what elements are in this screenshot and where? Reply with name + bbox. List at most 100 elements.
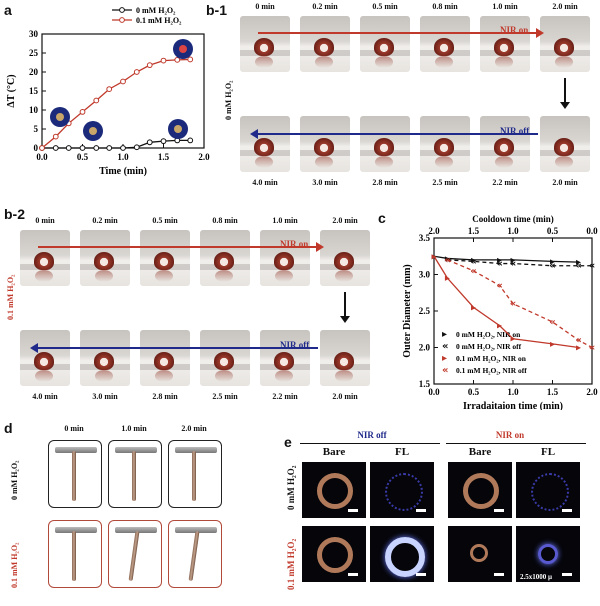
data-point: ▸ — [576, 343, 581, 354]
reflection-image — [255, 56, 273, 68]
down-arrow — [564, 78, 566, 104]
legend-marker — [119, 17, 125, 23]
column-header: FL — [394, 446, 410, 458]
down-arrow — [344, 292, 346, 318]
reflection-image — [555, 56, 573, 68]
time-label: 0 min — [35, 216, 55, 225]
hydrogel-rod-image — [188, 530, 200, 582]
arrow-head — [250, 129, 258, 139]
b2-side-label: 0.1 mM H₂O₂ — [6, 274, 15, 320]
reflection-image — [335, 270, 353, 282]
nir-off-label: NIR off — [500, 126, 530, 136]
time-label: 1.0 min — [121, 424, 147, 433]
x-tick-label: 2.0 — [198, 152, 210, 162]
data-point — [52, 133, 59, 140]
bare-ring — [317, 537, 353, 573]
fluorescence-image — [370, 462, 434, 518]
data-point — [146, 139, 153, 146]
tweezer-image — [55, 447, 97, 453]
time-label: 3.0 min — [312, 178, 338, 187]
tweezer-image — [55, 527, 97, 533]
time-label: 0.8 min — [432, 2, 458, 11]
time-label: 3.0 min — [92, 392, 118, 401]
x-tick-label: 0.0 — [428, 387, 440, 397]
data-point — [79, 145, 86, 151]
data-point — [52, 145, 59, 151]
reflection-image — [95, 370, 113, 382]
nir-on-label: NIR on — [280, 239, 309, 249]
droplet-photo — [240, 116, 290, 172]
data-point: ▸ — [497, 255, 502, 266]
data-point: ▸ — [510, 334, 515, 345]
thermal-inset-spot — [56, 113, 64, 121]
chart-c: 0.02.00.51.51.01.01.50.52.00.01.52.02.53… — [402, 214, 598, 410]
x-tick-label: 1.0 — [117, 152, 129, 162]
droplet-photo — [80, 230, 130, 286]
legend-label: 0 mM H₂O₂, NIR off — [456, 342, 522, 351]
x2-tick-label: 0.5 — [547, 226, 559, 236]
tweezer-image — [175, 527, 217, 533]
reflection-image — [435, 56, 453, 68]
time-label: 2.0 min — [332, 392, 358, 401]
time-label: 4.0 min — [32, 392, 58, 401]
y-tick-label: 3.0 — [419, 270, 431, 280]
reflection-image — [315, 156, 333, 168]
droplet-photo — [140, 230, 190, 286]
data-point: « — [470, 256, 476, 267]
droplet-photo — [200, 230, 250, 286]
droplet-image — [154, 352, 174, 370]
nir-on-arrow — [38, 246, 318, 248]
y-tick-label: 25 — [29, 48, 39, 58]
droplet-image — [34, 352, 54, 370]
droplet-image — [214, 252, 234, 270]
data-point — [133, 69, 140, 75]
x-tick-label: 0.0 — [36, 152, 48, 162]
legend-label: 0.1 mM H₂O₂, NIR off — [456, 366, 527, 375]
droplet-photo — [540, 16, 590, 72]
scale-bar — [416, 509, 426, 512]
e-row1-label: 0 mM H₂O₂ — [286, 465, 296, 510]
data-point: « — [589, 261, 595, 272]
reflection-image — [215, 270, 233, 282]
nir-off-arrow — [38, 347, 318, 349]
droplet-image — [434, 138, 454, 156]
legend-marker: ▸ — [442, 329, 447, 340]
data-point: ▸ — [445, 253, 450, 264]
arrow-head — [536, 28, 544, 38]
data-point: « — [510, 299, 516, 310]
scale-text: 2.5x1000 µ — [520, 573, 553, 581]
y-tick-label: 10 — [29, 105, 39, 115]
data-point: « — [510, 259, 516, 270]
time-label: 2.0 min — [181, 424, 207, 433]
time-label: 0 min — [255, 2, 275, 11]
x-tick-label: 1.0 — [507, 387, 519, 397]
reflection-image — [435, 156, 453, 168]
bare-ring — [470, 544, 488, 562]
time-label: 2.8 min — [372, 178, 398, 187]
droplet-photo — [260, 230, 310, 286]
reflection-image — [375, 56, 393, 68]
reflection-image — [335, 370, 353, 382]
reflection-image — [555, 156, 573, 168]
data-point — [187, 56, 194, 63]
series-line — [433, 255, 579, 349]
x-tick-label: 1.5 — [158, 152, 170, 162]
tweezer-photo-frame — [168, 520, 222, 588]
time-label: 4.0 min — [252, 178, 278, 187]
droplet-image — [274, 252, 294, 270]
x2-axis-label: Cooldown time (min) — [472, 214, 554, 224]
tweezer-photo-frame — [48, 440, 102, 508]
b1-side-label: 0 mM H₂O₂ — [224, 80, 233, 120]
data-point — [133, 144, 140, 151]
time-label: 0.8 min — [212, 216, 238, 225]
hydrogel-rod-image — [72, 451, 76, 501]
droplet-photo — [300, 16, 350, 72]
droplet-photo — [140, 330, 190, 386]
fluorescence-image — [516, 526, 580, 582]
droplet-photo — [320, 330, 370, 386]
time-label: 1.0 min — [272, 216, 298, 225]
chart-a: 0.0 0.5 1.0 1.5 2.0 0 5 10 15 20 25 30 Time (min) ΔT … — [6, 6, 210, 177]
data-point: ▸ — [471, 302, 476, 313]
hydrogel-rod-image — [192, 451, 196, 501]
arrow-head — [316, 242, 324, 252]
